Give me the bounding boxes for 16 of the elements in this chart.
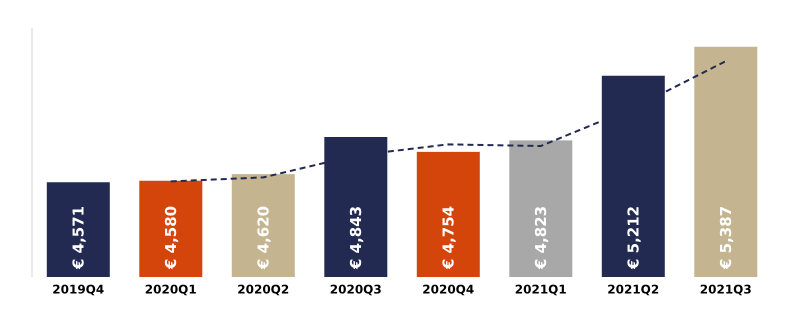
x-tick-label: 2020Q1 [144, 282, 197, 297]
data-label: € 5,387 [716, 206, 735, 270]
x-tick-label: 2021Q1 [514, 282, 567, 297]
x-tick-label: 2021Q2 [607, 282, 660, 297]
x-tick-label: 2020Q4 [422, 282, 474, 297]
data-label: € 5,212 [624, 206, 642, 270]
data-label: € 4,620 [254, 206, 272, 270]
x-tick-label: 2020Q3 [330, 282, 382, 297]
x-tick-label: 2021Q3 [700, 282, 752, 297]
data-label: € 4,754 [439, 206, 458, 270]
data-label: € 4,843 [346, 206, 365, 270]
data-label: € 4,580 [162, 206, 180, 270]
data-label: € 4,571 [69, 206, 88, 270]
x-tick-label: 2020Q2 [237, 282, 290, 297]
x-tick-label: 2019Q4 [52, 282, 104, 297]
data-label: € 4,823 [532, 206, 550, 270]
